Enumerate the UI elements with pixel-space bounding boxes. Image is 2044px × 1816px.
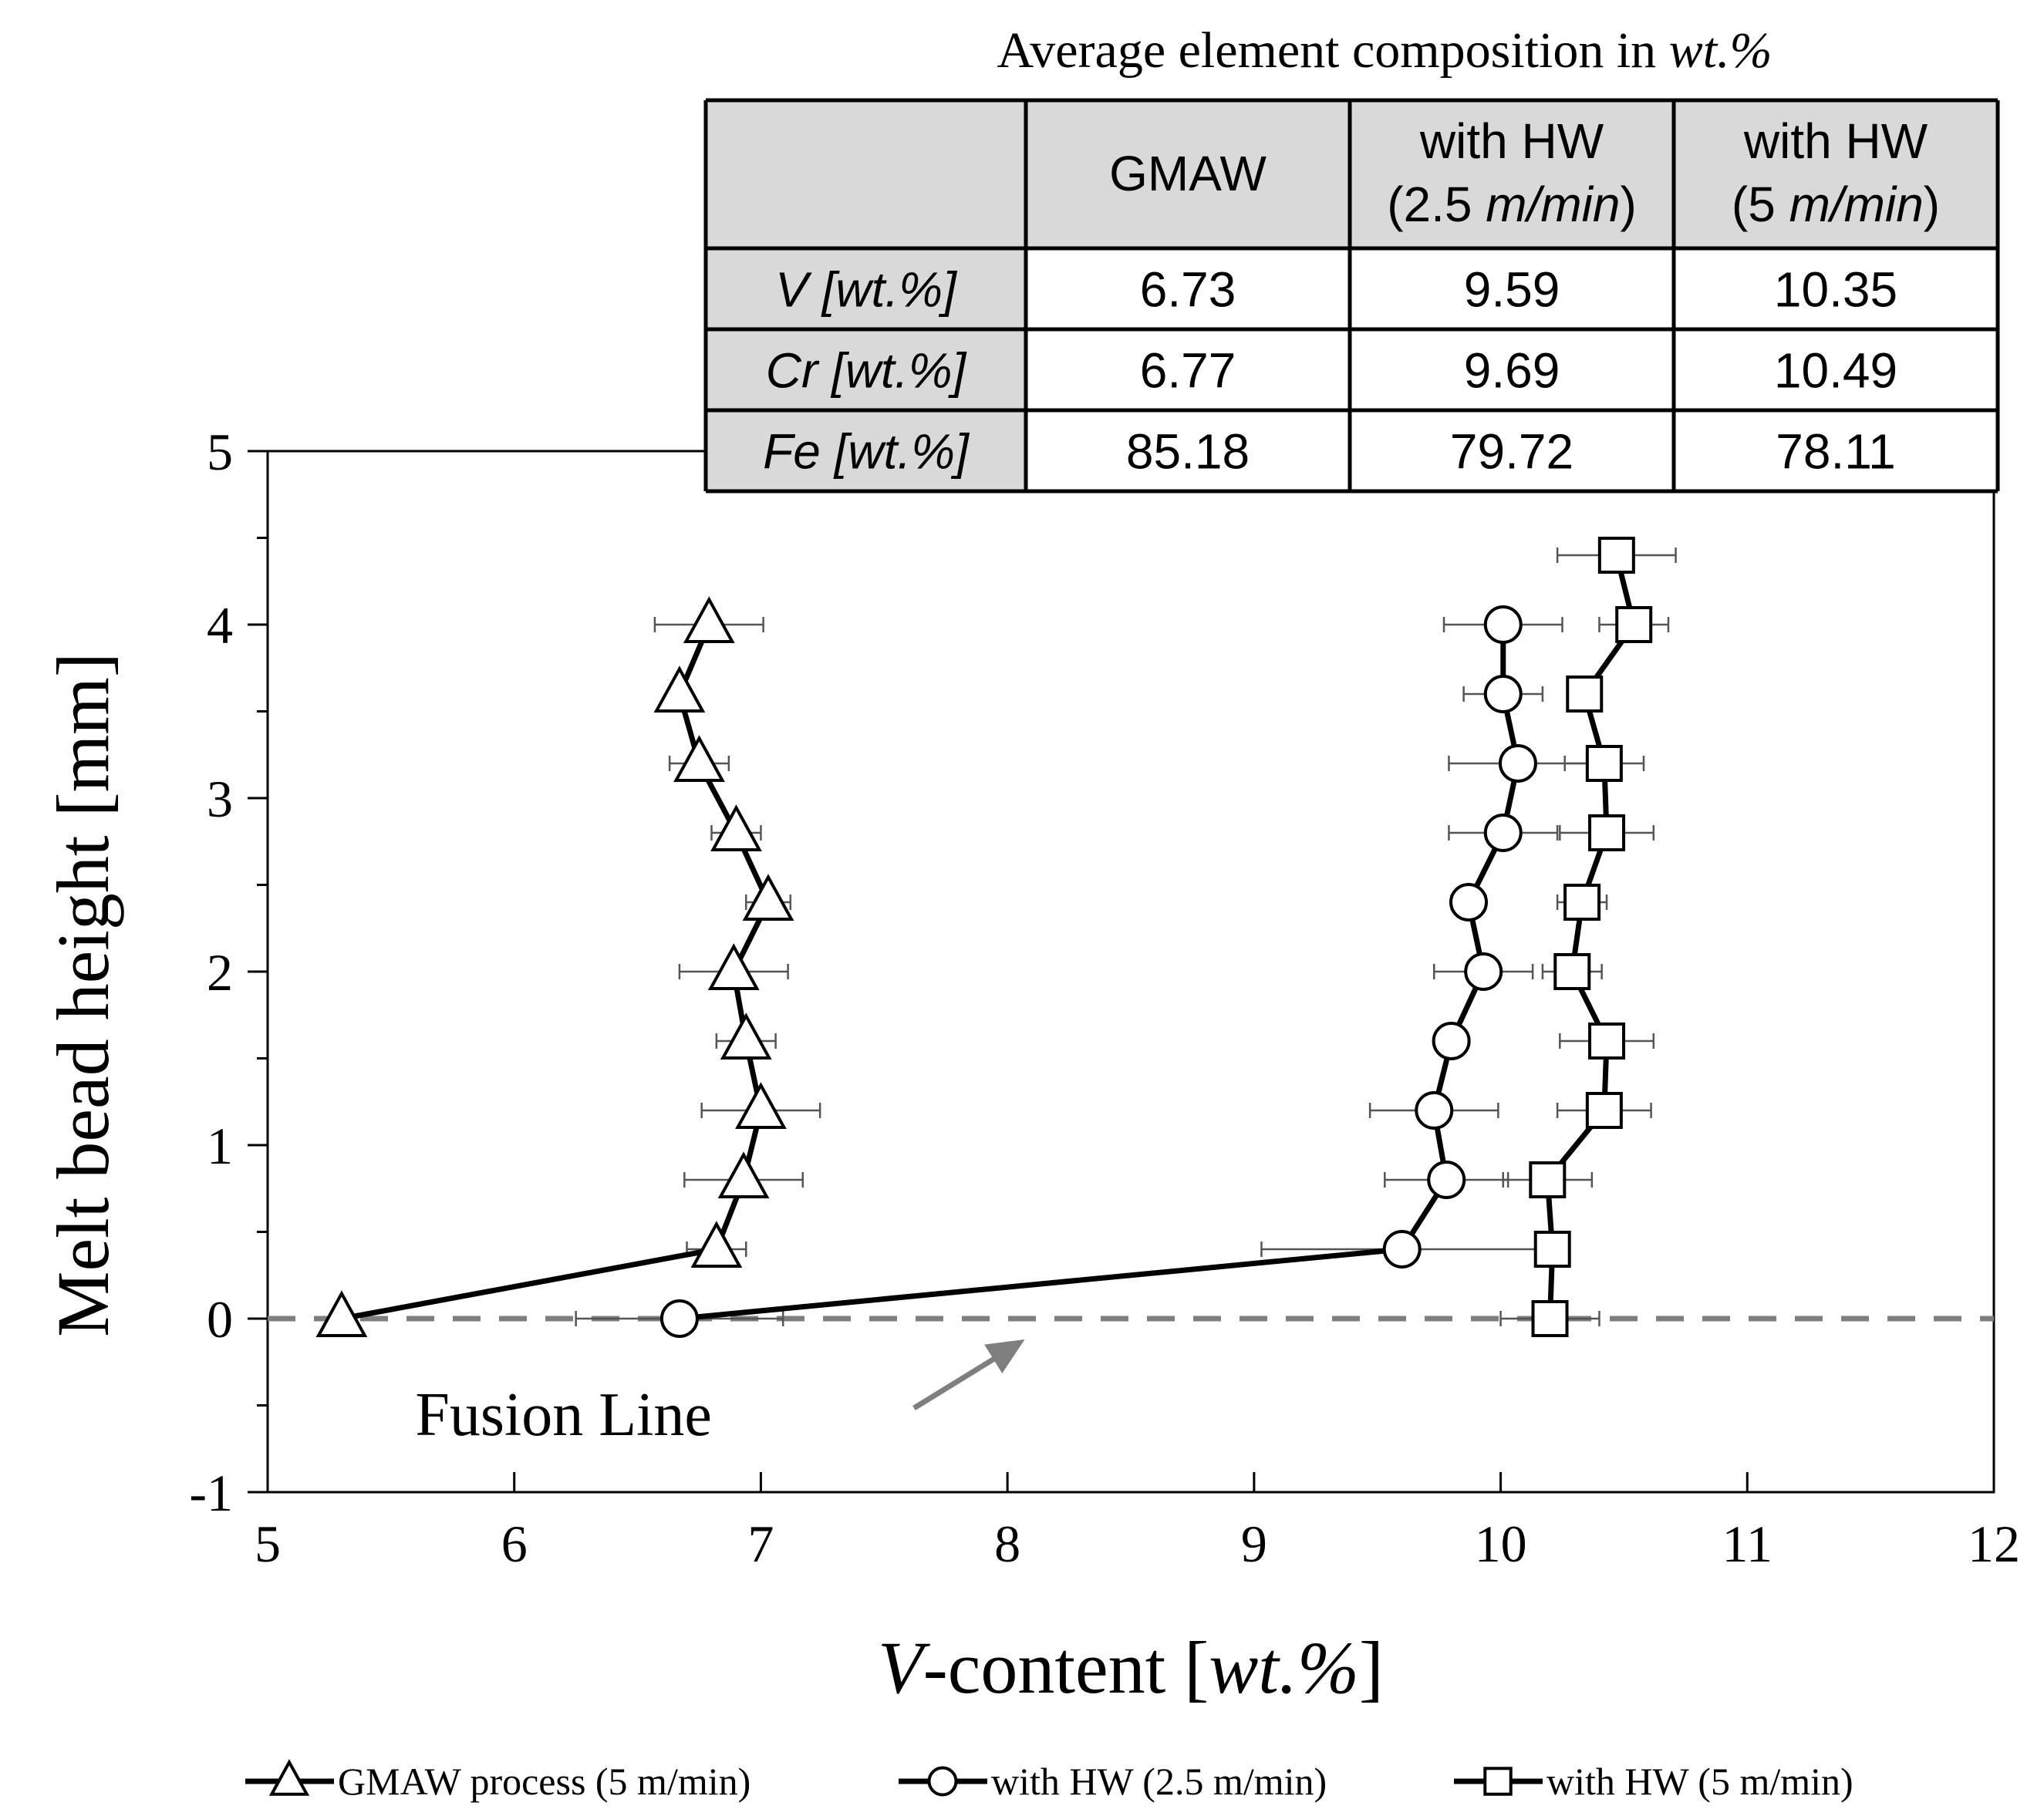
plot-area (266, 450, 1995, 1494)
table-cell: 79.72 (1450, 424, 1573, 480)
table-row-label: Fe [wt.%] (763, 424, 970, 480)
data-point (1529, 1161, 1567, 1198)
data-point (707, 943, 760, 991)
table-cell: 10.35 (1774, 262, 1897, 318)
data-point (1432, 1022, 1471, 1060)
data-point (1498, 744, 1537, 783)
annotation-arrow (912, 1339, 1025, 1410)
table-header-cell: with HW (1743, 113, 1928, 169)
data-point (1464, 952, 1503, 991)
data-point (1588, 1023, 1626, 1060)
table-row-label: Cr [wt.%] (766, 343, 967, 399)
data-point (1427, 1161, 1466, 1199)
y-tick-label: 4 (207, 596, 233, 655)
x-tick-label: 10 (1475, 1514, 1527, 1573)
table-header-cell: (5 m/min) (1732, 177, 1940, 232)
data-point (315, 1290, 368, 1338)
table-cell: 6.77 (1140, 343, 1236, 399)
data-point (717, 1151, 770, 1199)
data-point (1585, 1092, 1623, 1129)
legend-label: GMAW process (5 m/min) (338, 1760, 750, 1803)
x-tick-label: 6 (501, 1514, 528, 1573)
data-point (1563, 884, 1601, 921)
data-point (683, 596, 735, 644)
x-tick-label: 12 (1968, 1514, 2020, 1573)
series-line (1544, 554, 1637, 1319)
legend-marker (1483, 1767, 1513, 1796)
data-point (742, 874, 794, 921)
table-body-bg (1026, 248, 1998, 491)
table-header-cell: with HW (1419, 113, 1604, 169)
annotation-label: Fusion Line (415, 1381, 711, 1449)
data-point (1483, 605, 1523, 644)
table-cell: 78.11 (1776, 424, 1895, 480)
x-tick-label: 11 (1722, 1514, 1772, 1573)
data-point (1615, 606, 1653, 643)
table-header-cell: GMAW (1109, 146, 1267, 201)
table-header-cell: (2.5 m/min) (1387, 177, 1637, 232)
y-tick-label: 1 (207, 1117, 233, 1175)
table-cell: 85.18 (1126, 424, 1250, 480)
series-3 (1499, 537, 1677, 1337)
series-2 (575, 605, 1588, 1338)
legend: GMAW process (5 m/min) with HW (2.5 m/min… (245, 1759, 1853, 1803)
table-title: Average element composition in wt.% (997, 22, 1772, 79)
data-point (1483, 814, 1523, 852)
y-tick-label: 5 (207, 423, 233, 481)
legend-marker (927, 1766, 958, 1797)
data-point (1585, 745, 1623, 782)
table-cell: 6.73 (1140, 262, 1236, 318)
composition-table: Average element composition in wt.% GMAW w… (703, 22, 2000, 494)
data-point (659, 1299, 699, 1338)
series-line (679, 625, 1521, 1322)
y-tick-label: 3 (207, 770, 233, 828)
data-point (1553, 953, 1591, 990)
x-tick-label: 7 (747, 1514, 774, 1573)
legend-item: with HW (2.5 m/min) (899, 1760, 1327, 1803)
legend-marker (268, 1759, 310, 1796)
data-point (653, 665, 706, 713)
x-axis-title: V-content [wt.%] (878, 1626, 1384, 1709)
legend-label: with HW (5 m/min) (1546, 1760, 1853, 1803)
data-point (1449, 883, 1489, 921)
data-point (1415, 1091, 1454, 1130)
y-tick-label: 0 (207, 1290, 233, 1349)
table-label-bg (706, 248, 1026, 491)
table-cell: 10.49 (1774, 343, 1897, 399)
data-point (710, 804, 762, 852)
x-tick-label: 9 (1241, 1514, 1267, 1573)
data-point (720, 1012, 772, 1060)
y-tick-label: -1 (189, 1464, 233, 1522)
table-cell: 9.69 (1464, 343, 1560, 399)
annotation-arrow-shaft (912, 1347, 1011, 1410)
legend-label: with HW (2.5 m/min) (991, 1760, 1327, 1803)
data-point (1588, 814, 1626, 851)
legend-item: GMAW process (5 m/min) (245, 1759, 750, 1803)
x-tick-label: 8 (994, 1514, 1020, 1573)
data-point (1531, 1300, 1569, 1337)
table-cell: 9.59 (1464, 262, 1560, 318)
x-tick-label: 5 (255, 1514, 281, 1573)
series-1 (315, 596, 821, 1338)
y-tick-label: 2 (207, 943, 233, 1002)
data-point (1382, 1230, 1422, 1269)
legend-item: with HW (5 m/min) (1454, 1760, 1853, 1803)
data-point (735, 1082, 787, 1130)
data-point (1597, 537, 1635, 574)
data-point (673, 735, 725, 783)
data-point (1483, 675, 1523, 713)
annotation-arrow-head (984, 1339, 1025, 1373)
data-point (1566, 676, 1604, 713)
data-point (1533, 1231, 1571, 1268)
y-axis-title: Melt bead height [mm] (42, 652, 124, 1337)
table-row-label: V [wt.%] (775, 262, 957, 318)
data-point (690, 1221, 743, 1269)
